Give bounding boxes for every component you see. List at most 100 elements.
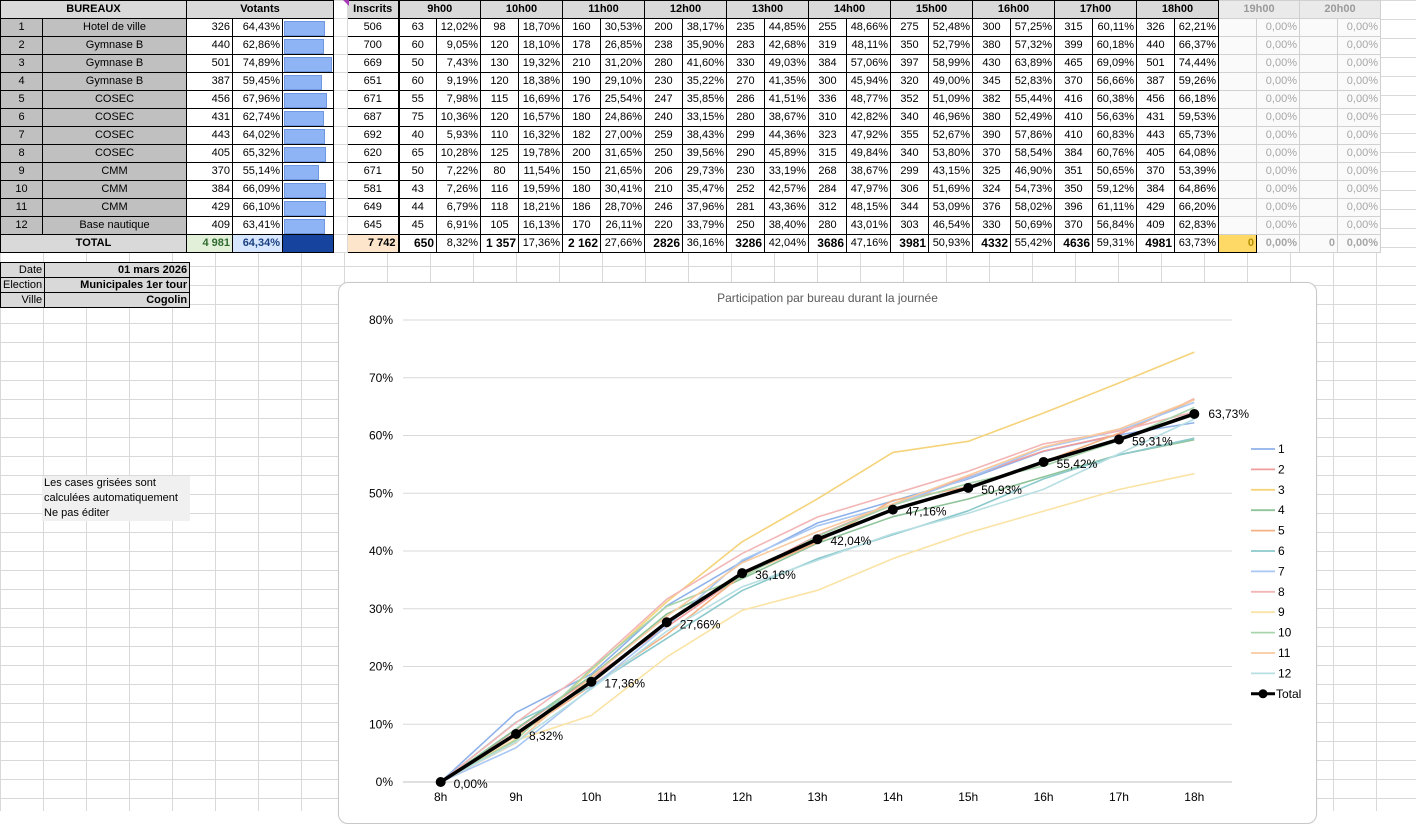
hour-count[interactable]: 178 <box>562 36 601 55</box>
hour-count[interactable]: 105 <box>480 216 519 235</box>
hour-count[interactable]: 290 <box>726 144 765 163</box>
hour-count[interactable]: 370 <box>1136 162 1175 181</box>
hour-count[interactable]: 200 <box>562 144 601 163</box>
hour-count[interactable]: 384 <box>1136 180 1175 199</box>
hour-count[interactable]: 431 <box>1136 108 1175 127</box>
hour-count[interactable]: 416 <box>1054 90 1093 109</box>
empty-count[interactable] <box>1299 180 1338 199</box>
inscrits-value[interactable]: 671 <box>347 162 399 181</box>
hour-count[interactable]: 315 <box>808 144 847 163</box>
empty-count[interactable] <box>1218 180 1257 199</box>
hour-count[interactable]: 456 <box>1136 90 1175 109</box>
empty-count[interactable] <box>1299 18 1338 37</box>
hour-count[interactable]: 190 <box>562 72 601 91</box>
empty-count[interactable] <box>1299 36 1338 55</box>
date-value[interactable]: 01 mars 2026 <box>44 262 191 278</box>
hour-count[interactable]: 306 <box>890 180 929 199</box>
hour-count[interactable]: 384 <box>1054 144 1093 163</box>
hour-count[interactable]: 390 <box>972 126 1011 145</box>
hour-count[interactable]: 125 <box>480 144 519 163</box>
hour-count[interactable]: 344 <box>890 198 929 217</box>
votants-value[interactable]: 440 <box>186 36 233 55</box>
hour-count[interactable]: 283 <box>726 36 765 55</box>
hour-count[interactable]: 63 <box>397 18 437 37</box>
hour-count[interactable]: 352 <box>890 90 929 109</box>
empty-count[interactable] <box>1218 144 1257 163</box>
hour-count[interactable]: 350 <box>890 36 929 55</box>
hour-count[interactable]: 396 <box>1054 198 1093 217</box>
empty-count[interactable] <box>1299 108 1338 127</box>
hour-count[interactable]: 284 <box>808 180 847 199</box>
hour-count[interactable]: 270 <box>726 72 765 91</box>
bureau-name[interactable]: Base nautique <box>42 216 187 235</box>
empty-count[interactable] <box>1299 90 1338 109</box>
hour-count[interactable]: 320 <box>890 72 929 91</box>
hour-count[interactable]: 210 <box>562 54 601 73</box>
hour-count[interactable]: 60 <box>397 72 437 91</box>
empty-count[interactable] <box>1299 72 1338 91</box>
hour-count[interactable]: 250 <box>726 216 765 235</box>
hour-count[interactable]: 230 <box>726 162 765 181</box>
hour-count[interactable]: 443 <box>1136 126 1175 145</box>
hour-count[interactable]: 160 <box>562 18 601 37</box>
hour-count[interactable]: 326 <box>1136 18 1175 37</box>
hour-count[interactable]: 180 <box>562 108 601 127</box>
empty-count[interactable] <box>1218 162 1257 181</box>
hour-count[interactable]: 286 <box>726 90 765 109</box>
inscrits-value[interactable]: 687 <box>347 108 399 127</box>
empty-count[interactable] <box>1299 216 1338 235</box>
empty-count[interactable] <box>1218 18 1257 37</box>
hour-count[interactable]: 410 <box>1054 126 1093 145</box>
hour-count[interactable]: 323 <box>808 126 847 145</box>
hour-count[interactable]: 501 <box>1136 54 1175 73</box>
hour-count[interactable]: 255 <box>808 18 847 37</box>
hour-count[interactable]: 410 <box>1054 108 1093 127</box>
hour-count[interactable]: 350 <box>1054 180 1093 199</box>
hour-count[interactable]: 280 <box>808 216 847 235</box>
bureau-name[interactable]: CMM <box>42 180 187 199</box>
empty-count[interactable] <box>1218 72 1257 91</box>
hour-count[interactable]: 299 <box>726 126 765 145</box>
hour-count[interactable]: 300 <box>808 72 847 91</box>
ville-value[interactable]: Cogolin <box>44 292 191 308</box>
hour-count[interactable]: 376 <box>972 198 1011 217</box>
hour-count[interactable]: 230 <box>644 72 683 91</box>
hour-count[interactable]: 65 <box>397 144 437 163</box>
hour-count[interactable]: 370 <box>1054 72 1093 91</box>
empty-count[interactable] <box>1299 162 1338 181</box>
hour-count[interactable]: 55 <box>397 90 437 109</box>
hour-count[interactable]: 50 <box>397 162 437 181</box>
votants-value[interactable]: 370 <box>186 162 233 181</box>
votants-value[interactable]: 326 <box>186 18 233 37</box>
votants-value[interactable]: 387 <box>186 72 233 91</box>
hour-count[interactable]: 43 <box>397 180 437 199</box>
votants-value[interactable]: 405 <box>186 144 233 163</box>
hour-count[interactable]: 118 <box>480 198 519 217</box>
hour-count[interactable]: 176 <box>562 90 601 109</box>
hour-count[interactable]: 315 <box>1054 18 1093 37</box>
hour-count[interactable]: 80 <box>480 162 519 181</box>
hour-count[interactable]: 280 <box>644 54 683 73</box>
empty-count[interactable] <box>1218 198 1257 217</box>
hour-count[interactable]: 409 <box>1136 216 1175 235</box>
hour-count[interactable]: 399 <box>1054 36 1093 55</box>
bureau-name[interactable]: COSEC <box>42 108 187 127</box>
bureau-name[interactable]: Gymnase B <box>42 36 187 55</box>
inscrits-value[interactable]: 506 <box>347 18 399 37</box>
hour-count[interactable]: 325 <box>972 162 1011 181</box>
hour-count[interactable]: 150 <box>562 162 601 181</box>
empty-count[interactable] <box>1218 126 1257 145</box>
empty-count[interactable] <box>1218 54 1257 73</box>
empty-count[interactable] <box>1218 216 1257 235</box>
inscrits-value[interactable]: 669 <box>347 54 399 73</box>
hour-count[interactable]: 310 <box>808 108 847 127</box>
inscrits-value[interactable]: 645 <box>347 216 399 235</box>
hour-count[interactable]: 465 <box>1054 54 1093 73</box>
votants-value[interactable]: 409 <box>186 216 233 235</box>
hour-count[interactable]: 44 <box>397 198 437 217</box>
hour-count[interactable]: 268 <box>808 162 847 181</box>
hour-count[interactable]: 220 <box>644 216 683 235</box>
hour-count[interactable]: 186 <box>562 198 601 217</box>
hour-count[interactable]: 429 <box>1136 198 1175 217</box>
bureau-name[interactable]: COSEC <box>42 90 187 109</box>
